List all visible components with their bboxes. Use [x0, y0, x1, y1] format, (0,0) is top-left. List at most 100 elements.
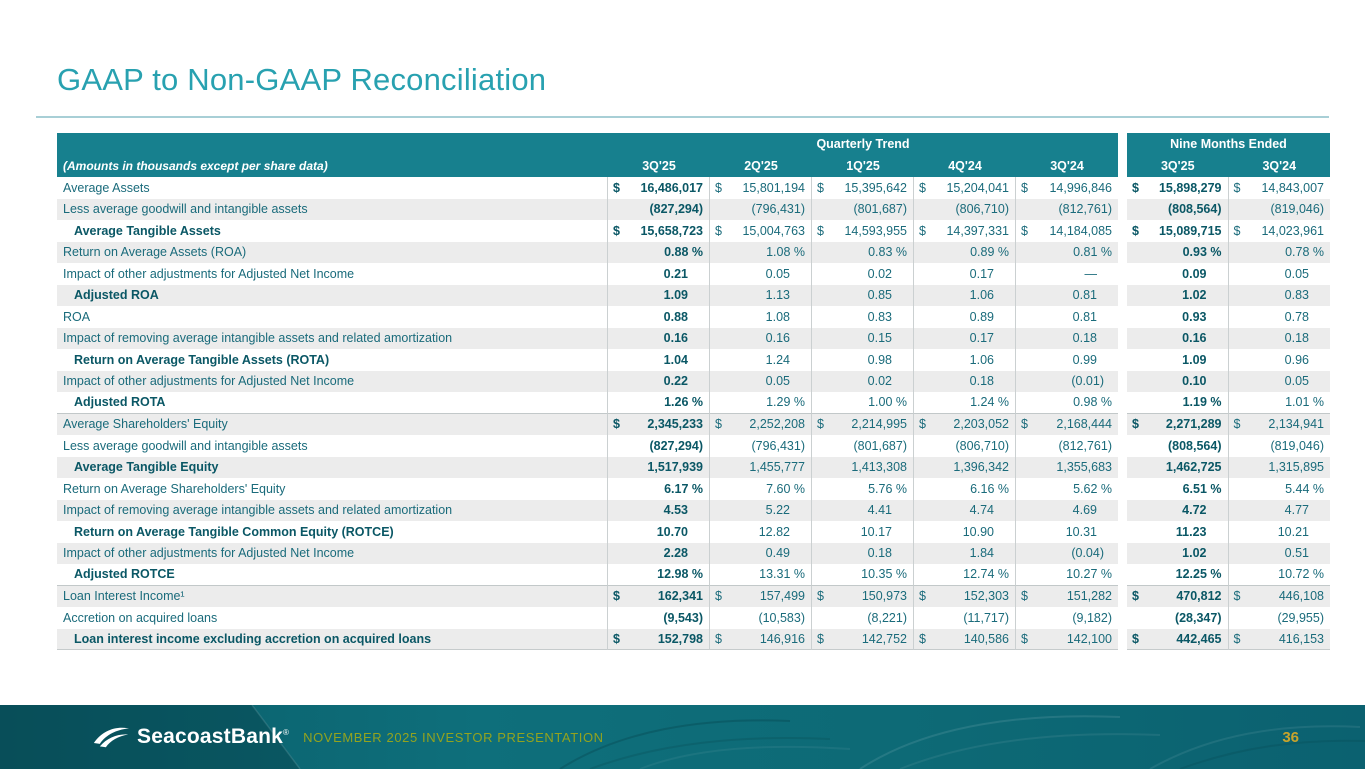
cell-value: 12.98 % — [608, 564, 710, 586]
number: 15,204,041 — [946, 180, 1009, 195]
quarterly-trend-header: Quarterly Trend — [57, 133, 1118, 154]
cell-value: 10.31 — [1016, 521, 1118, 543]
cell-value: (801,687) — [812, 435, 914, 457]
seacoast-wordmark: SeacoastBank — [137, 725, 283, 748]
number: 1.13 — [765, 288, 790, 303]
number: 0.88 % — [664, 245, 703, 260]
table-body: Average Assets $16,486,017 $15,801,194 $15,… — [57, 177, 1330, 650]
currency-symbol: $ — [1233, 589, 1241, 604]
cell-value: (0.04) — [1016, 543, 1118, 565]
cell-value: 10.17 — [812, 521, 914, 543]
number: 2,214,995 — [851, 417, 907, 432]
number: 12.74 % — [963, 567, 1009, 582]
table-row: Adjusted ROTA 1.26 % 1.29 % 1.00 % 1.24 % 0.9… — [57, 392, 1330, 414]
number: 442,465 — [1176, 631, 1222, 646]
cell-value: 5.76 % — [812, 478, 914, 500]
cell-value: 4.53 — [608, 499, 710, 521]
number: 1,396,342 — [953, 460, 1009, 475]
number: 157,499 — [759, 589, 805, 604]
row-label: Adjusted ROA — [57, 284, 608, 306]
table-gap — [1118, 456, 1127, 478]
table-gap — [1118, 585, 1127, 607]
reconciliation-table: Quarterly Trend Nine Months Ended (Amoun… — [57, 133, 1330, 650]
table-gap — [1118, 327, 1127, 349]
cell-value: (806,710) — [914, 198, 1016, 220]
currency-symbol: $ — [715, 631, 722, 646]
number: 1.06 — [969, 352, 994, 367]
number: 0.22 — [663, 374, 688, 389]
currency-symbol: $ — [715, 180, 722, 195]
table-gap — [1118, 413, 1127, 435]
cell-value: 1.02 — [1127, 542, 1229, 564]
number: 15,089,715 — [1158, 223, 1222, 238]
table-gap — [1118, 499, 1127, 521]
cell-value: $2,252,208 — [710, 413, 812, 435]
number: 1.09 — [663, 288, 688, 303]
number: 0.81 — [1072, 288, 1097, 303]
number: 0.89 % — [970, 245, 1009, 260]
footer-caption: NOVEMBER 2025 INVESTOR PRESENTATION — [303, 729, 604, 745]
row-label: Impact of other adjustments for Adjusted… — [57, 542, 608, 564]
number: 1.00 % — [868, 395, 907, 410]
number: 0.05 — [765, 266, 790, 281]
number: 1,355,683 — [1056, 460, 1112, 475]
number: 0.88 — [663, 309, 688, 324]
number: 15,395,642 — [844, 180, 907, 195]
currency-symbol: $ — [715, 417, 722, 432]
cell-value: 0.51 — [1229, 543, 1331, 565]
number: 162,341 — [657, 589, 703, 604]
cell-value: 0.93 — [1127, 306, 1229, 328]
cell-value: 1,396,342 — [914, 456, 1016, 478]
cell-value: (827,294) — [608, 198, 710, 220]
cell-value: $151,282 — [1016, 586, 1118, 608]
table-row: Return on Average Assets (ROA) 0.88 % 1.08… — [57, 241, 1331, 264]
cell-value: 5.44 % — [1229, 478, 1331, 500]
number: 1.08 % — [766, 245, 805, 260]
number: 0.21 — [663, 266, 688, 281]
number: 1,517,939 — [647, 460, 703, 475]
cell-value: $157,499 — [710, 585, 812, 607]
footer-bar: SeacoastBank® NOVEMBER 2025 INVESTOR PRE… — [0, 705, 1365, 769]
cell-value: 0.78 % — [1229, 242, 1331, 264]
number: 140,586 — [963, 631, 1009, 646]
number: 2,252,208 — [749, 417, 805, 432]
cell-value: $442,465 — [1127, 628, 1229, 650]
cell-value: 0.09 — [1127, 263, 1229, 285]
number: 0.16 — [1182, 331, 1207, 346]
table-note: (Amounts in thousands except per share d… — [57, 154, 608, 177]
cell-value: (819,046) — [1229, 435, 1331, 457]
cell-value: 0.49 — [710, 542, 812, 564]
number: 142,100 — [1066, 631, 1112, 646]
row-label: Return on Average Assets (ROA) — [57, 241, 608, 263]
number: 6.16 % — [970, 481, 1009, 496]
currency-symbol: $ — [613, 180, 620, 195]
cell-value: 1.01 % — [1228, 392, 1330, 414]
column-header: 3Q'25 — [1127, 154, 1229, 177]
cell-value: (29,955) — [1229, 607, 1331, 629]
table-row: Adjusted ROTCE 12.98 % 13.31 % 10.35 % 12.74… — [57, 564, 1330, 586]
table-gap — [1118, 241, 1127, 263]
cell-value: (827,294) — [608, 435, 710, 457]
quarterly-trend-label: Quarterly Trend — [816, 136, 910, 151]
title-divider — [36, 116, 1329, 118]
number: (812,761) — [1058, 202, 1112, 217]
number: 2,134,941 — [1268, 417, 1324, 432]
number: 12.98 % — [657, 567, 703, 582]
number: 2,271,289 — [1165, 417, 1222, 432]
number: (806,710) — [955, 438, 1009, 453]
cell-value: $14,397,331 — [914, 220, 1016, 242]
currency-symbol: $ — [817, 589, 824, 604]
currency-symbol: $ — [1021, 631, 1028, 646]
currency-symbol: $ — [919, 180, 926, 195]
cell-value: 0.18 — [914, 370, 1016, 392]
number: 0.98 % — [1073, 395, 1112, 410]
cell-value: $15,898,279 — [1127, 177, 1229, 199]
table-row: Impact of other adjustments for Adjusted… — [57, 263, 1330, 285]
currency-symbol: $ — [1132, 417, 1139, 432]
cell-value: (10,583) — [710, 607, 812, 629]
number: 5.76 % — [868, 481, 907, 496]
number: 1.08 — [765, 309, 790, 324]
number: 0.81 — [1072, 309, 1097, 324]
table-row: Average Assets $16,486,017 $15,801,194 $15,… — [57, 177, 1330, 199]
table-row: Impact of removing average intangible as… — [57, 499, 1330, 521]
